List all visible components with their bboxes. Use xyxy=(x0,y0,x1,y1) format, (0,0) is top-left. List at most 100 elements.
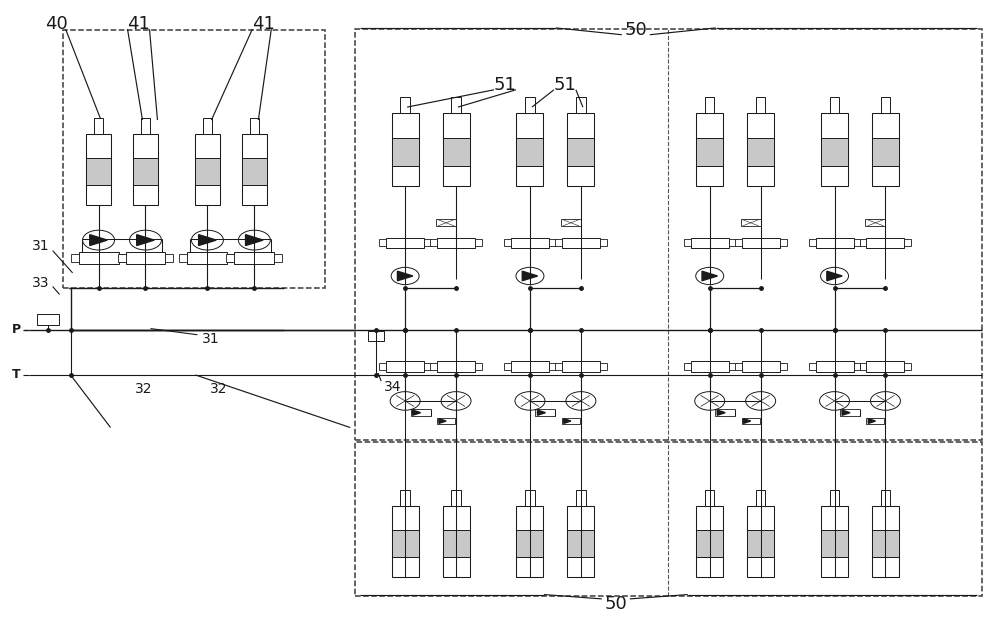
Bar xyxy=(379,363,386,370)
Bar xyxy=(742,361,761,372)
Bar xyxy=(885,237,904,248)
Bar xyxy=(443,138,470,166)
Bar xyxy=(535,409,555,417)
Bar xyxy=(761,361,780,372)
Bar xyxy=(119,254,127,262)
Bar xyxy=(821,138,848,166)
Bar xyxy=(821,530,848,557)
Bar xyxy=(400,490,410,506)
Bar xyxy=(562,418,580,425)
Bar xyxy=(386,361,405,372)
Bar xyxy=(430,363,437,370)
Bar xyxy=(821,113,848,186)
Bar xyxy=(516,506,543,577)
Polygon shape xyxy=(397,271,413,281)
Bar xyxy=(411,409,431,417)
Bar xyxy=(860,239,866,246)
Bar xyxy=(437,237,456,248)
Bar xyxy=(133,134,158,205)
Bar xyxy=(904,363,911,370)
Bar xyxy=(854,239,860,246)
Text: 31: 31 xyxy=(202,332,219,346)
Bar xyxy=(525,97,535,113)
Bar xyxy=(561,219,581,226)
Bar xyxy=(840,409,860,417)
Polygon shape xyxy=(522,271,538,281)
Text: 33: 33 xyxy=(32,277,49,290)
Bar xyxy=(242,134,267,205)
Polygon shape xyxy=(827,271,842,281)
Bar xyxy=(456,361,475,372)
Bar xyxy=(567,530,594,557)
Bar xyxy=(821,506,848,577)
Text: 50: 50 xyxy=(604,595,627,613)
Bar xyxy=(860,363,866,370)
Text: 31: 31 xyxy=(32,239,49,254)
Bar xyxy=(118,254,126,262)
Bar xyxy=(780,363,787,370)
Bar xyxy=(741,219,761,226)
Bar xyxy=(835,237,854,248)
Bar xyxy=(705,490,714,506)
Bar xyxy=(567,138,594,166)
Bar xyxy=(187,252,207,264)
Bar xyxy=(549,363,556,370)
Bar xyxy=(379,239,386,246)
Bar xyxy=(691,361,710,372)
Bar xyxy=(747,530,774,557)
Bar xyxy=(145,252,165,264)
Polygon shape xyxy=(413,410,421,415)
Bar xyxy=(504,239,511,246)
Bar xyxy=(866,237,885,248)
Bar xyxy=(881,490,890,506)
Bar xyxy=(133,158,158,185)
Bar xyxy=(729,363,736,370)
Bar xyxy=(581,361,600,372)
Bar xyxy=(747,113,774,186)
Bar xyxy=(729,239,736,246)
Bar xyxy=(207,252,227,264)
Bar xyxy=(511,361,530,372)
Bar xyxy=(866,418,884,425)
Polygon shape xyxy=(564,418,571,423)
Bar xyxy=(511,237,530,248)
Bar xyxy=(761,237,780,248)
Bar xyxy=(756,490,765,506)
Bar xyxy=(392,506,419,577)
Bar xyxy=(430,239,437,246)
Bar xyxy=(747,138,774,166)
Bar xyxy=(405,237,424,248)
Bar xyxy=(742,237,761,248)
Bar xyxy=(881,97,890,113)
Bar xyxy=(386,237,405,248)
Bar xyxy=(99,252,119,264)
Bar xyxy=(195,158,220,185)
Bar xyxy=(86,134,111,205)
Bar xyxy=(79,252,99,264)
Bar xyxy=(530,237,549,248)
Polygon shape xyxy=(439,418,446,423)
Bar xyxy=(516,138,543,166)
Bar xyxy=(562,361,581,372)
Bar xyxy=(71,254,79,262)
Polygon shape xyxy=(842,410,850,415)
Bar xyxy=(830,97,839,113)
Bar xyxy=(816,361,835,372)
Bar xyxy=(735,363,742,370)
Bar xyxy=(456,237,475,248)
Bar xyxy=(63,30,325,288)
Bar xyxy=(227,254,235,262)
Bar xyxy=(780,239,787,246)
Bar xyxy=(696,530,723,557)
Bar xyxy=(274,254,282,262)
Bar xyxy=(226,254,234,262)
Bar xyxy=(576,490,586,506)
Bar xyxy=(742,418,760,425)
Bar xyxy=(141,118,150,134)
Bar xyxy=(872,138,899,166)
Bar xyxy=(567,113,594,186)
Text: 32: 32 xyxy=(210,382,227,396)
Text: 50: 50 xyxy=(624,20,647,39)
Bar xyxy=(165,254,173,262)
Bar xyxy=(562,237,581,248)
